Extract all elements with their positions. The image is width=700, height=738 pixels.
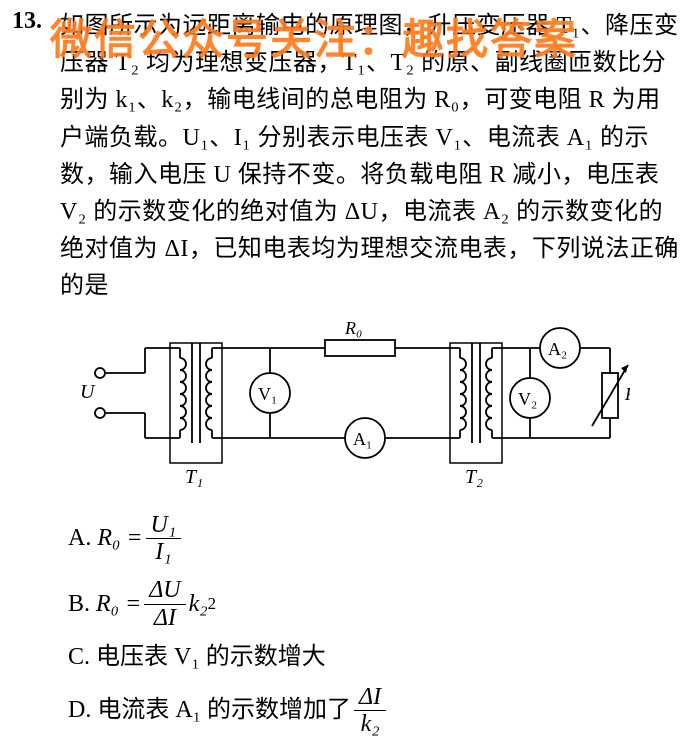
label-U: U [80,381,96,403]
label-V2: V₂ [518,389,537,409]
option-A: A. R₀ = U₁ I₁ [68,512,682,566]
option-B: B. R₀ = ΔU ΔI k₂2 [68,577,682,631]
option-D: D. 电流表 A₁ 的示数增加了 ΔI k₂ [68,684,682,738]
option-D-fraction: ΔI k₂ [354,684,386,738]
option-C-text: 电压表 V₁ 的示数增大 [96,643,326,672]
option-A-label: A. [68,524,91,553]
question-number: 13. [12,8,42,35]
option-C-label: C. [68,643,90,672]
label-T2: T₂ [465,466,483,488]
label-A1: A₁ [353,429,372,449]
watermark-text: 微信公众号关注：趣找答案 [50,6,578,67]
options-list: A. R₀ = U₁ I₁ B. R₀ = ΔU ΔI k₂2 C. 电压表 V… [68,512,682,738]
label-R0: R₀ [344,318,362,338]
label-V1: V₁ [258,384,277,404]
option-B-fraction: ΔU ΔI [144,577,185,631]
option-C: C. 电压表 V₁ 的示数增大 [68,643,682,672]
option-B-exp: 2 [208,594,216,614]
option-B-pre: R₀ = [96,590,141,619]
label-T1: T₁ [185,466,203,488]
option-B-post: k₂ [189,590,208,619]
option-B-label: B. [68,590,90,619]
option-D-label: D. [68,696,91,725]
circuit-diagram: U T₁ R₀ [70,318,630,498]
label-R: R [624,384,630,404]
option-A-fraction: U₁ I₁ [146,512,182,566]
option-D-pretext: 电流表 A₁ 的示数增加了 [97,696,351,725]
label-A2: A₂ [548,339,567,359]
option-A-pre: R₀ = [97,524,142,553]
